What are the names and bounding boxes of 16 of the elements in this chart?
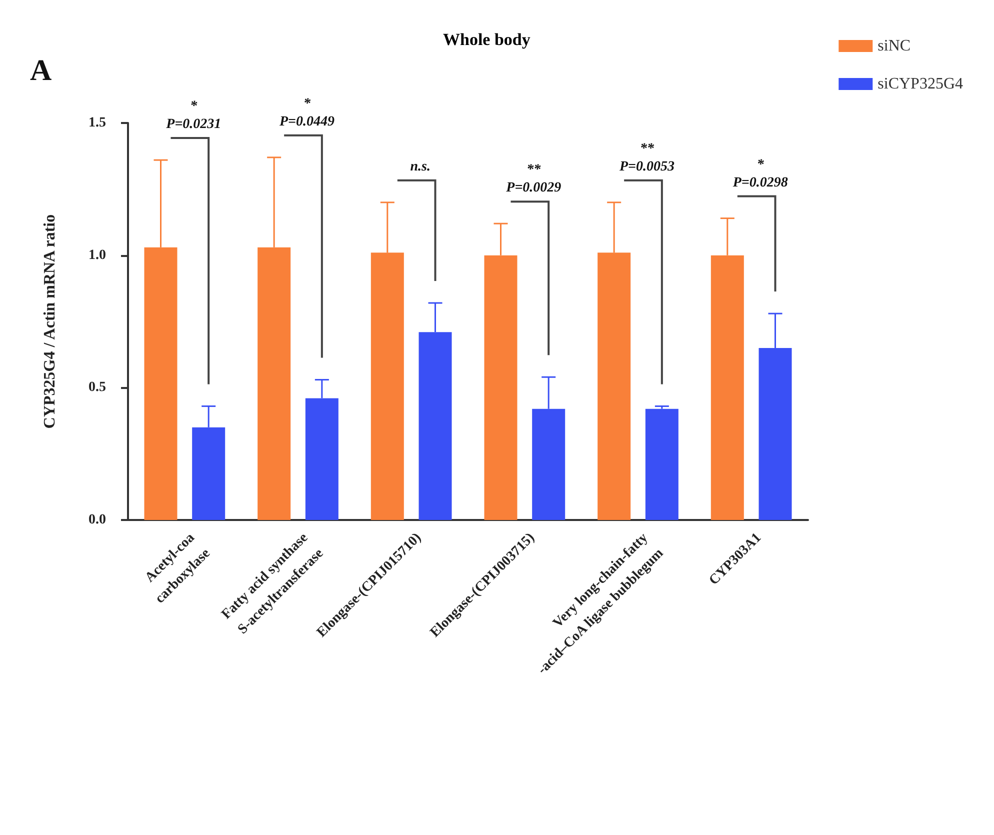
annotation: * P=0.0231 [166,99,222,132]
y-tick-label: 1.5 [88,116,106,130]
legend-label: siCYP325G4 [878,76,964,92]
annotation: ** P=0.0029 [506,162,562,196]
y-tick-label: 0.0 [88,512,106,528]
chart-title: Whole body [443,30,531,49]
annotation: ** P=0.0053 [619,141,675,174]
annotation: * P=0.0449 [279,96,335,130]
annotation: * P=0.0298 [732,157,788,190]
legend-label: siNC [878,38,911,54]
annotation: n.s. [410,159,430,174]
y-tick-label: 0.5 [88,380,106,396]
bar [645,408,678,520]
y-axis-title: CYP325G4 / Actin mRNA ratio [42,214,58,429]
y-tick-label: 1.0 [88,248,106,263]
text: A [30,54,52,87]
